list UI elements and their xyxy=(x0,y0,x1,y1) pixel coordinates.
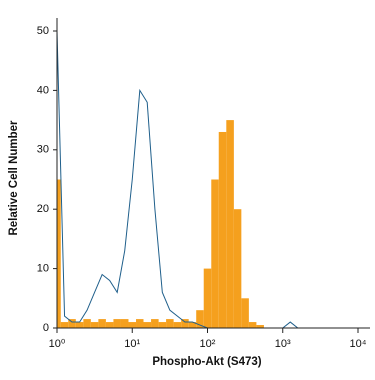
histogram-bar xyxy=(136,319,144,328)
x-tick-label: 10⁴ xyxy=(350,338,367,350)
histogram-bar xyxy=(233,209,242,328)
histogram-bar xyxy=(98,319,106,328)
histogram-bar xyxy=(151,319,159,328)
y-tick-label: 20 xyxy=(37,203,49,215)
histogram-bar xyxy=(105,322,114,328)
histogram-bar xyxy=(181,319,189,328)
y-tick-label: 50 xyxy=(37,25,49,37)
histogram-bar xyxy=(188,322,197,328)
histogram-bar xyxy=(128,322,137,328)
histogram-bar xyxy=(68,319,76,328)
x-tick-label: 10⁰ xyxy=(49,338,66,350)
histogram-bar xyxy=(166,319,174,328)
histogram-bar xyxy=(57,179,61,328)
histogram-bar xyxy=(218,131,227,328)
histogram-bar xyxy=(196,310,204,328)
y-tick-label: 10 xyxy=(37,263,49,275)
histogram-bar xyxy=(60,322,69,328)
histogram-bar xyxy=(143,322,152,328)
histogram-bar xyxy=(83,319,91,328)
histogram-bar xyxy=(90,322,99,328)
histogram-bar xyxy=(113,319,121,328)
histogram-bar xyxy=(203,268,212,328)
x-tick-label: 10¹ xyxy=(124,338,140,350)
histogram-bar xyxy=(248,322,257,328)
y-axis-label: Relative Cell Number xyxy=(8,120,20,236)
histogram-bar xyxy=(226,120,234,328)
x-axis-label: Phospho-Akt (S473) xyxy=(152,356,261,368)
histogram-bar xyxy=(211,179,219,328)
y-tick-label: 30 xyxy=(37,144,49,156)
histogram-bar xyxy=(256,325,264,328)
x-tick-label: 10³ xyxy=(275,338,291,350)
histogram-bar xyxy=(173,322,182,328)
histogram-bar xyxy=(158,322,167,328)
y-tick-label: 0 xyxy=(43,322,49,334)
histogram-bar xyxy=(241,298,249,328)
histogram-bar xyxy=(75,322,84,328)
y-tick-label: 40 xyxy=(37,84,49,96)
histogram-bar xyxy=(120,319,129,328)
x-tick-label: 10² xyxy=(200,338,216,350)
